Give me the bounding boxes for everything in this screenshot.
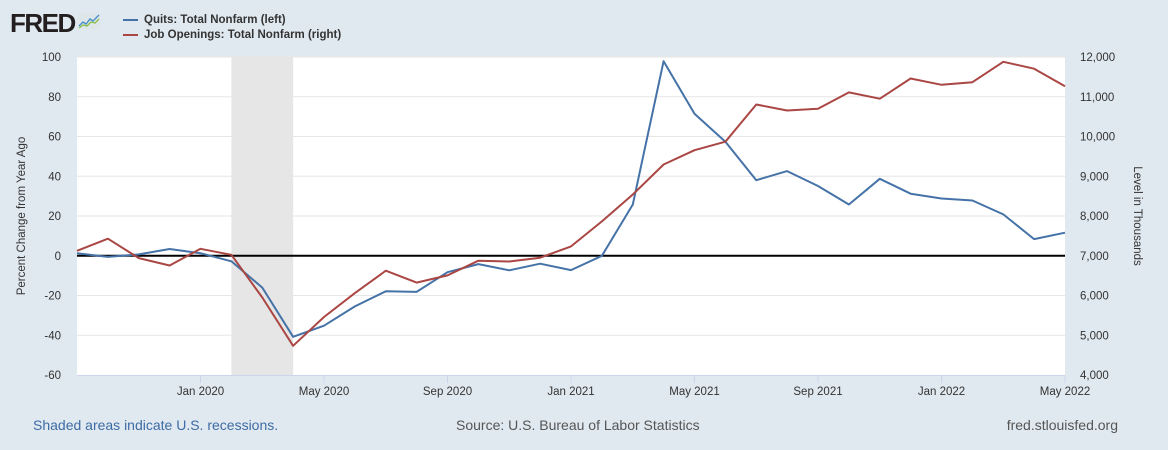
right-axis-tick-label: 10,000 (1080, 132, 1115, 144)
recession-note-link[interactable]: Shaded areas indicate U.S. recessions. (33, 417, 279, 433)
fred-line-graph-icon (77, 13, 100, 29)
legend-item-job-openings[interactable]: Job Openings: Total Nonfarm (right) (123, 27, 341, 42)
x-axis-tick-label: Jan 2021 (547, 386, 594, 398)
fred-logo-text: FRED (10, 8, 76, 38)
site-link[interactable]: fred.stlouisfed.org (1006, 417, 1118, 433)
right-axis-tick-label: 12,000 (1080, 52, 1115, 64)
legend-swatch-job-openings (123, 33, 138, 36)
source-text: Source: U.S. Bureau of Labor Statistics (456, 417, 700, 433)
legend-label-quits: Quits: Total Nonfarm (left) (144, 13, 286, 26)
legend-item-quits[interactable]: Quits: Total Nonfarm (left) (123, 12, 341, 27)
fred-logo[interactable]: FRED (10, 8, 100, 38)
left-axis-tick-label: 0 (55, 251, 61, 263)
series-line-job-openings (76, 60, 1066, 347)
right-axis-tick-label: 5,000 (1080, 330, 1109, 342)
x-axis-tick-label: May 2022 (1040, 386, 1091, 398)
x-axis-tick-label: May 2021 (669, 386, 720, 398)
x-axis-tick-label: Sep 2021 (793, 386, 842, 398)
left-axis-tick-label: -40 (44, 330, 61, 342)
chart-legend: Quits: Total Nonfarm (left) Job Openings… (123, 12, 341, 42)
left-axis-tick-label: 80 (48, 92, 61, 104)
right-axis-tick-label: 11,000 (1080, 92, 1114, 104)
right-axis-tick-label: 7,000 (1080, 251, 1109, 263)
x-axis-tick-label: Jan 2020 (177, 386, 224, 398)
right-axis-tick-label: 9,000 (1080, 171, 1109, 183)
right-axis-tick-label: 8,000 (1080, 211, 1109, 223)
right-axis-tick-label: 4,000 (1080, 370, 1109, 382)
left-axis-tick-label: -60 (44, 370, 61, 382)
left-axis-title: Percent Change from Year Ago (16, 137, 28, 296)
x-axis-tick-label: May 2020 (299, 386, 350, 398)
right-axis-title: Level in Thousands (1131, 166, 1143, 266)
left-axis-tick-label: 100 (42, 52, 61, 64)
legend-label-job-openings: Job Openings: Total Nonfarm (right) (144, 28, 342, 41)
x-axis-tick-label: Sep 2020 (423, 386, 472, 398)
right-axis-tick-label: 6,000 (1080, 291, 1109, 303)
x-axis-tick-label: Jan 2022 (918, 386, 965, 398)
left-axis-tick-label: 40 (48, 171, 61, 183)
left-axis-tick-label: 20 (48, 211, 61, 223)
line-chart: 100 80 60 40 20 0 -20 -40 -60 12,000 11,000 10,000… (16, 52, 1143, 398)
left-axis-tick-label: -20 (44, 291, 61, 303)
legend-swatch-quits (123, 18, 138, 21)
left-axis-tick-label: 60 (48, 132, 61, 144)
